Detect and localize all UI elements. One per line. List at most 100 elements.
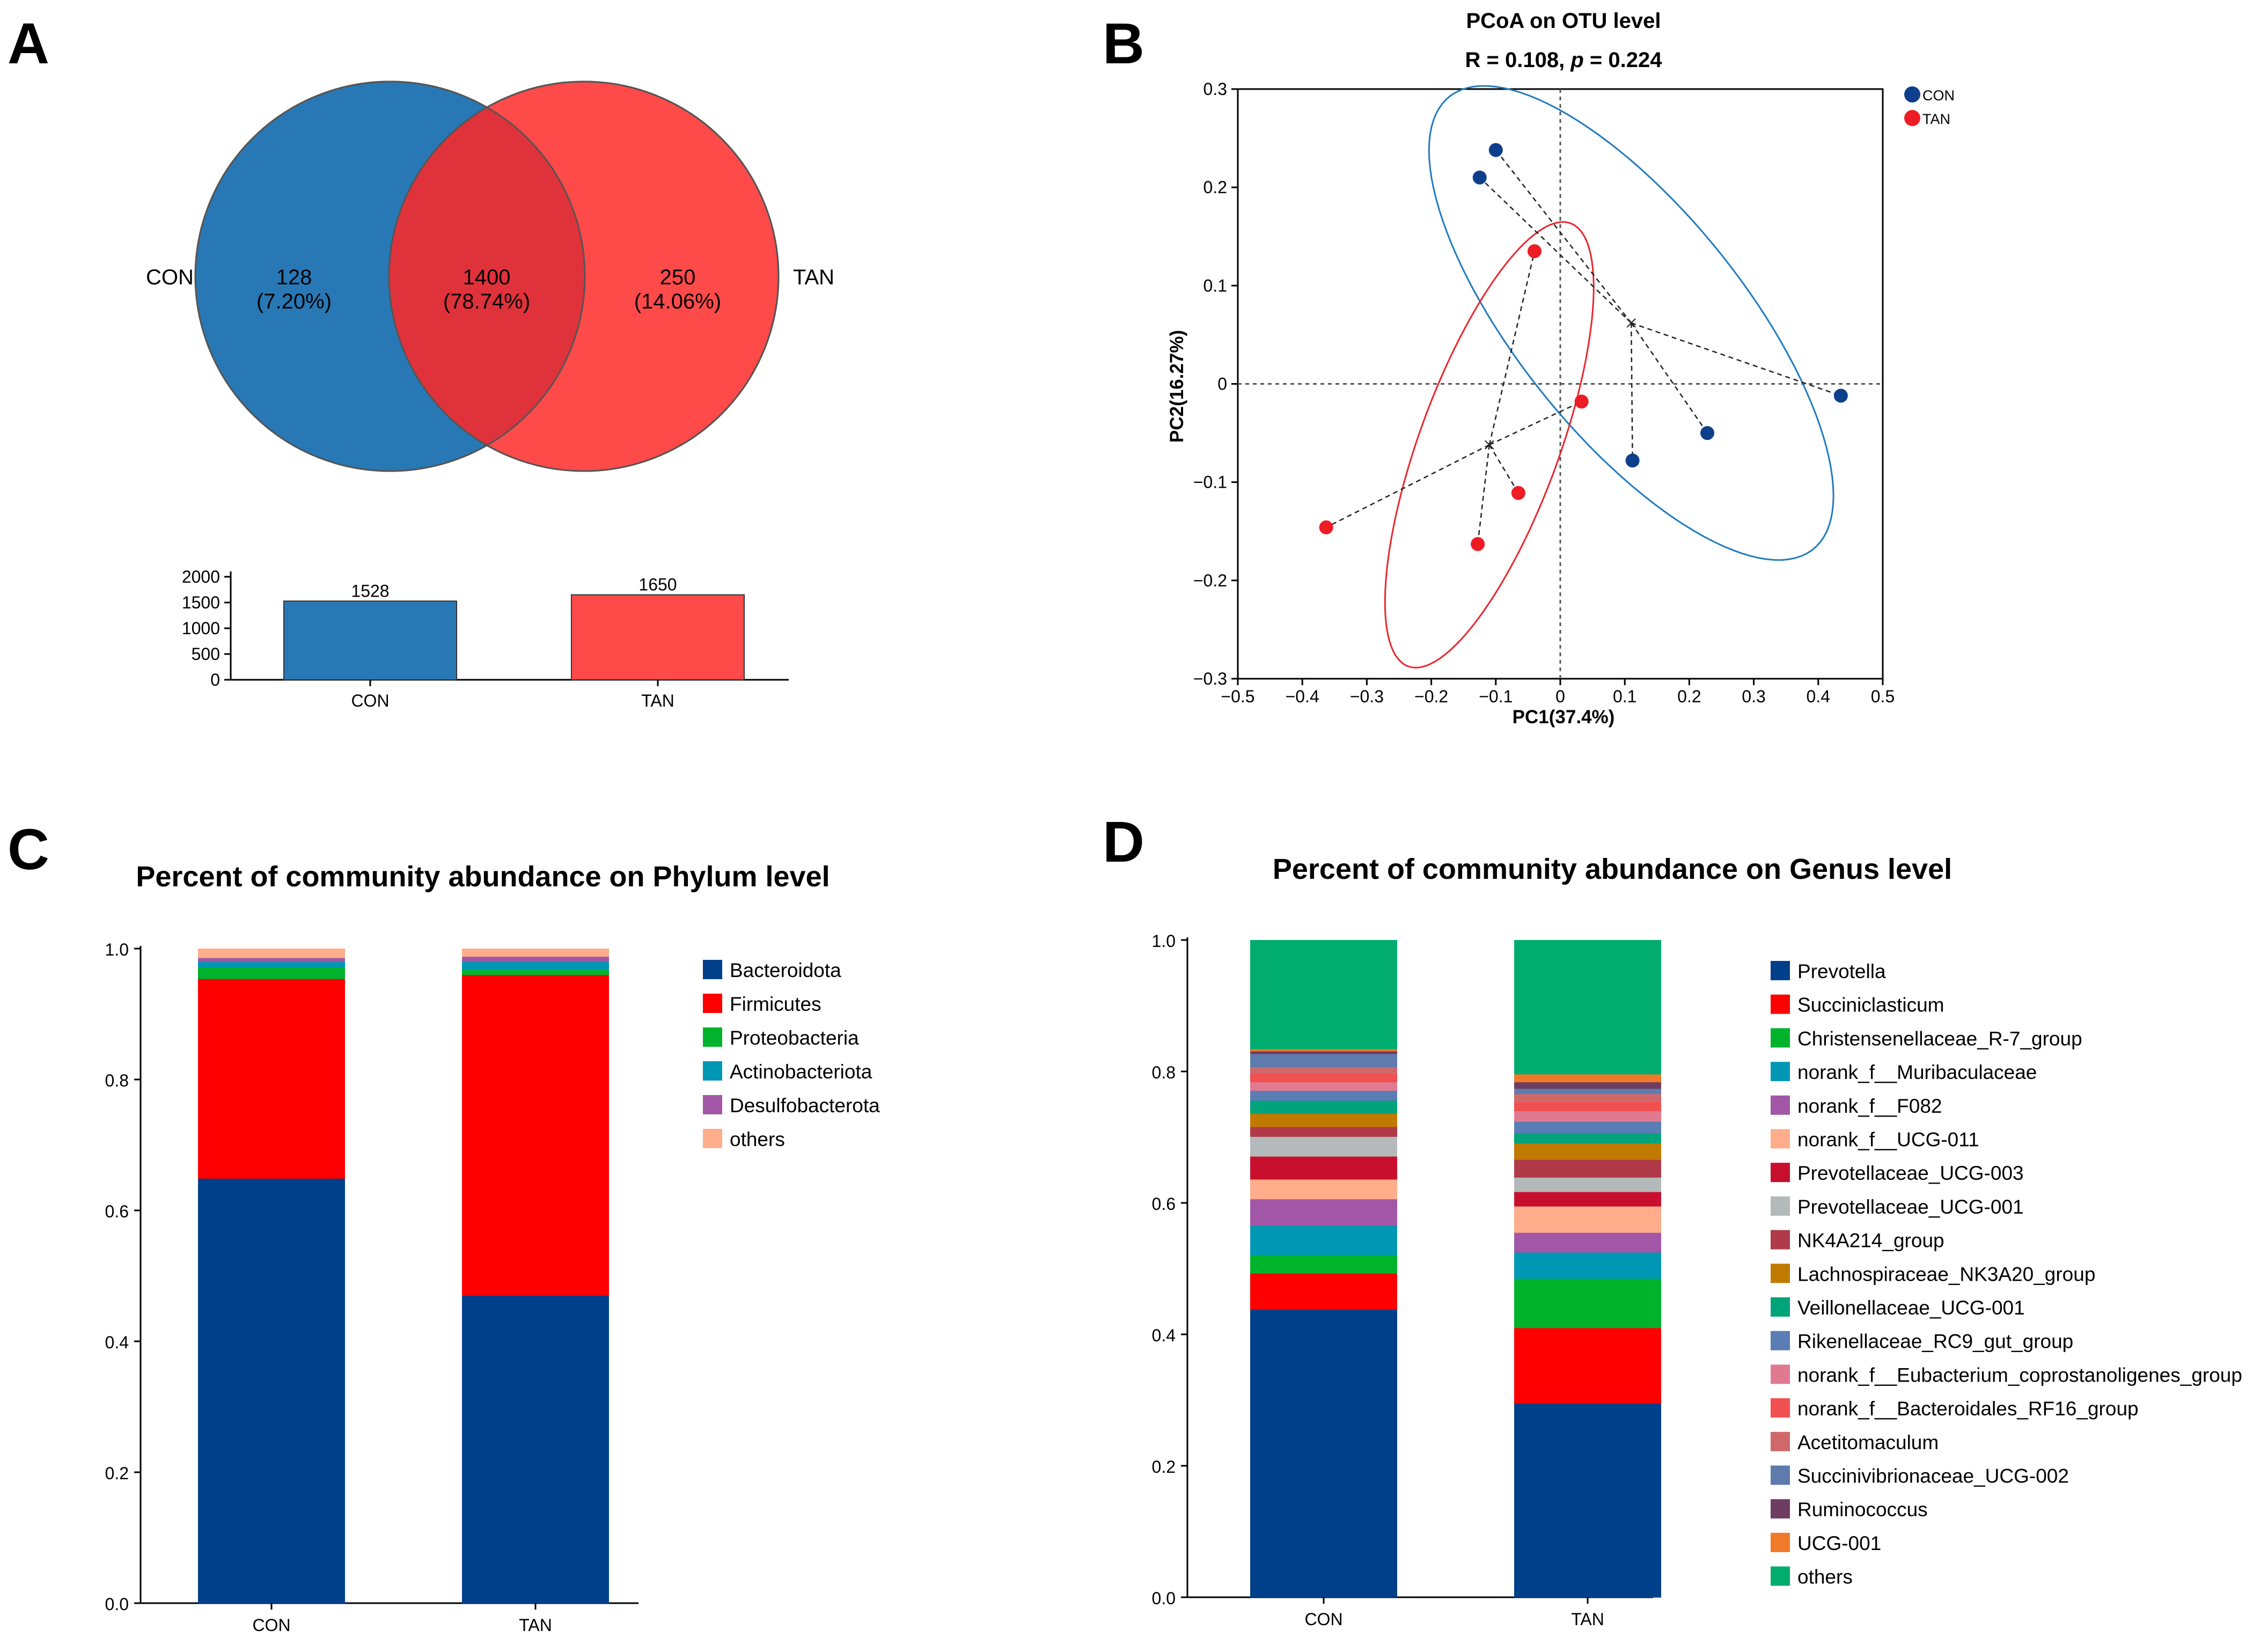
genus-bar-segment — [1514, 1088, 1661, 1095]
pcoa-spider-line — [1479, 177, 1632, 324]
pcoa-xtick-label: −0.3 — [1350, 687, 1384, 706]
phylum-bar-segment — [198, 961, 345, 967]
genus-legend-swatch — [1771, 994, 1790, 1014]
otu-bar — [283, 600, 457, 681]
venn-overlap-pct: (78.74%) — [443, 290, 530, 313]
phylum-bar-segment — [198, 979, 345, 1179]
venn-con-only-pct: (7.20%) — [256, 290, 332, 313]
pcoa-spider-line — [1488, 444, 1519, 494]
genus-bar-segment — [1250, 1254, 1397, 1274]
pcoa-xtick-label: 0.4 — [1807, 687, 1830, 706]
genus-bar-segment — [1250, 1136, 1397, 1157]
genus-ytick-label: 0.8 — [1152, 1063, 1176, 1082]
genus-bar-segment — [1514, 1133, 1661, 1144]
genus-ytick-label: 0.0 — [1152, 1589, 1176, 1608]
otu-bar-ytick-label: 1000 — [182, 619, 220, 638]
phylum-bar-segment — [462, 956, 609, 962]
phylum-legend-label: Actinobacteriota — [730, 1061, 872, 1083]
pcoa-stat: R = 0.108, p = 0.224 — [1465, 48, 1663, 72]
otu-bar-ytick-label: 1500 — [182, 593, 220, 612]
genus-legend-label: Veillonellaceae_UCG-001 — [1797, 1297, 2025, 1319]
genus-legend-swatch — [1771, 1532, 1790, 1552]
genus-legend-swatch — [1771, 1398, 1790, 1418]
pcoa-ellipse-con — [1428, 85, 1834, 561]
genus-legend-label: norank_f__Muribaculaceae — [1797, 1061, 2037, 1083]
panel-label-c: C — [8, 817, 49, 882]
phylum-ytick-label: 0.8 — [105, 1071, 129, 1090]
genus-legend-label: Rikenellaceae_RC9_gut_group — [1797, 1331, 2073, 1353]
pcoa-title: PCoA on OTU level — [1466, 9, 1661, 33]
genus-legend-swatch — [1771, 1264, 1790, 1283]
pcoa-ytick-label: −0.1 — [1193, 473, 1227, 492]
pcoa-stat-p-value: = 0.224 — [1584, 48, 1662, 72]
genus-bar-segment — [1514, 1206, 1661, 1233]
genus-legend-label: norank_f__F082 — [1797, 1095, 1942, 1117]
venn-overlap-count: 1400 — [463, 266, 511, 289]
pcoa-legend-tan-marker — [1904, 110, 1920, 126]
genus-bar-segment — [1250, 1199, 1397, 1226]
pcoa-spider-line — [1495, 149, 1632, 324]
pcoa-xtick-label: −0.4 — [1286, 687, 1319, 706]
otu-bar-ytick-label: 500 — [192, 644, 220, 664]
phylum-bar-segment — [462, 970, 609, 975]
pcoa-spider-line — [1488, 251, 1536, 445]
genus-bar-segment — [1250, 1090, 1397, 1101]
genus-legend-swatch — [1771, 1431, 1790, 1451]
pcoa-ellipse-tan — [1384, 221, 1595, 669]
venn-label-con: CON — [146, 266, 194, 289]
pcoa-centroid-tan — [1485, 440, 1494, 450]
phylum-bar-segment — [462, 961, 609, 970]
phylum-legend-label: Firmicutes — [730, 993, 821, 1015]
phylum-ytick-label: 1.0 — [105, 940, 129, 959]
genus-legend-swatch — [1771, 1163, 1790, 1183]
otu-bar-value-label: 1650 — [638, 575, 677, 594]
genus-xtick-label: CON — [1304, 1610, 1342, 1629]
pcoa-centroid-con — [1626, 318, 1636, 328]
phylum-legend-label: others — [730, 1128, 785, 1150]
genus-bar-segment — [1250, 1051, 1397, 1054]
genus-legend-label: UCG-001 — [1797, 1532, 1881, 1554]
genus-ytick-label: 0.6 — [1152, 1194, 1176, 1214]
genus-legend-label: norank_f__Eubacterium_coprostanoligenes_… — [1797, 1364, 2242, 1386]
genus-bar-segment — [1514, 1082, 1661, 1089]
genus-bar-segment — [1514, 1192, 1661, 1207]
genus-legend-swatch — [1771, 1499, 1790, 1519]
phylum-legend-label: Proteobacteria — [730, 1027, 859, 1049]
genus-bar-segment — [1250, 1113, 1397, 1127]
phylum-legend-swatch — [703, 994, 722, 1013]
genus-ytick-label: 0.2 — [1152, 1457, 1176, 1477]
pcoa-spider-line — [1630, 322, 1633, 461]
genus-bar-segment — [1514, 1177, 1661, 1192]
pcoa-point-tan — [1574, 394, 1589, 409]
genus-legend-swatch — [1771, 1297, 1790, 1317]
panel-label-a: A — [8, 11, 49, 76]
phylum-bar-segment — [462, 949, 609, 957]
pcoa-point-tan — [1471, 537, 1485, 552]
pcoa-point-con — [1488, 143, 1503, 157]
genus-legend-swatch — [1771, 961, 1790, 980]
otu-bar-xtick-label: CON — [351, 691, 389, 710]
genus-bar-segment — [1250, 1073, 1397, 1083]
genus-legend-label: others — [1797, 1566, 1853, 1588]
pcoa-spider-line — [1326, 444, 1490, 528]
pcoa-ytick-label: −0.2 — [1193, 571, 1227, 590]
phylum-title: Percent of community abundance on Phylum… — [136, 861, 830, 893]
pcoa-ytick-label: −0.3 — [1193, 669, 1227, 688]
genus-legend-label: Succiniclasticum — [1797, 994, 1944, 1016]
pcoa-xtick-label: 0.1 — [1613, 687, 1636, 706]
phylum-legend-swatch — [703, 960, 722, 979]
phylum-legend-swatch — [703, 1095, 722, 1114]
venn-con-only-count: 128 — [276, 266, 312, 289]
pcoa-xtick-label: 0.2 — [1677, 687, 1701, 706]
genus-bar-segment — [1514, 1403, 1661, 1598]
genus-bar-segment — [1250, 1049, 1397, 1052]
genus-bar-segment — [1514, 1111, 1661, 1122]
pcoa-xtick-label: −0.1 — [1479, 687, 1513, 706]
pcoa-ytick-label: 0 — [1217, 374, 1227, 394]
pcoa-plot: PCoA on OTU level R = 0.108, p = 0.224 P… — [1166, 9, 1955, 728]
genus-legend-swatch — [1771, 1331, 1790, 1350]
genus-bar-segment — [1514, 1159, 1661, 1178]
genus-legend-swatch — [1771, 1129, 1790, 1149]
otu-bar-ytick-label: 0 — [210, 670, 220, 689]
genus-legend-label: Prevotellaceae_UCG-001 — [1797, 1196, 2024, 1218]
